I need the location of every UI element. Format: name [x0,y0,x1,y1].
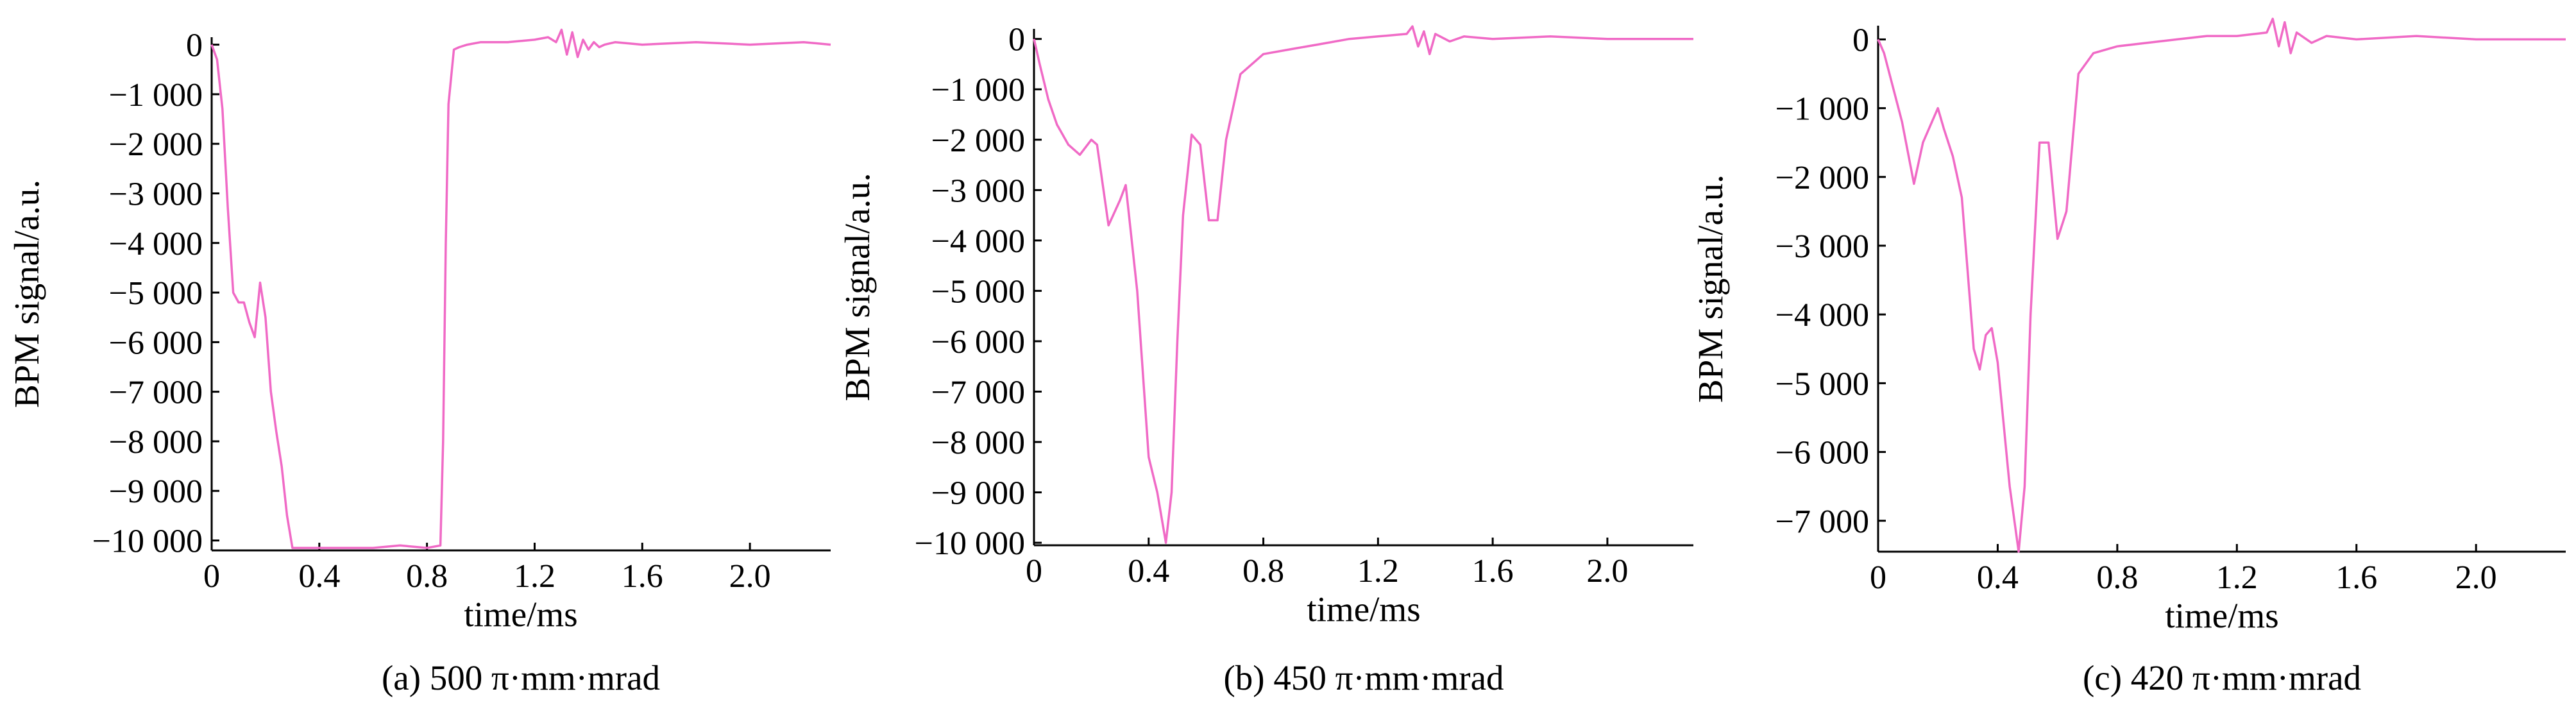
y-tick-label: −4 000 [931,223,1025,260]
y-tick-label: 0 [1008,22,1025,58]
y-tick-label: −5 000 [1775,366,1869,402]
y-tick-label: 0 [1852,22,1869,58]
y-axis-label: BPM signal/a.u. [838,173,877,402]
y-tick-label: −3 000 [1775,228,1869,265]
y-tick-label: −6 000 [1775,435,1869,471]
series-line [1033,25,1693,544]
x-tick-label: 0.8 [406,558,448,595]
y-axis-label: BPM signal/a.u. [1691,174,1730,403]
x-tick-label: 0.4 [1977,559,2019,596]
y-tick-label: 0 [186,28,203,64]
x-axis-label: time/ms [464,595,577,634]
chart-panel-3: 0 −1 000 −2 000 −3 000 −4 000 −5 000 −6 000 −7 … [1691,17,2566,697]
y-tick-label: −4 000 [109,226,203,262]
y-tick-label: −6 000 [109,325,203,361]
x-tick-label: 0.8 [1242,553,1284,590]
chart-panel-2: 0 −1 000 −2 000 −3 000 −4 000 −5 000 −6 000 −7 … [838,22,1693,697]
x-tick-label: 1.2 [2216,559,2258,596]
y-tick-label: −3 000 [109,176,203,212]
y-tick-label: −7 000 [1775,504,1869,540]
panel-caption: (b) 450 π·mm·mrad [1223,658,1504,697]
y-tick-label: −10 000 [915,525,1025,562]
series-line [210,28,831,549]
y-tick-label: −2 000 [931,123,1025,159]
x-tick-label: 0 [1870,559,1886,596]
y-tick-label: −10 000 [92,523,203,560]
x-tick-label: 0.4 [1128,553,1169,590]
x-tick-label: 0 [1026,553,1042,590]
x-tick-label: 1.6 [1472,553,1514,590]
chart-panel-1: 0 −1 000 −2 000 −3 000 −4 000 −5 000 −6 000 −7 … [7,28,831,697]
y-tick-label: −5 000 [931,273,1025,310]
y-axis-label: BPM signal/a.u. [7,180,46,408]
x-tick-label: 1.6 [622,558,663,595]
panel-caption: (c) 420 π·mm·mrad [2083,658,2361,697]
y-tick-label: −6 000 [931,324,1025,361]
y-tick-label: −8 000 [931,425,1025,461]
series-line [1877,17,2566,553]
x-tick-label: 0 [203,558,220,595]
y-tick-label: −7 000 [931,374,1025,411]
y-tick-label: −8 000 [109,424,203,461]
y-tick-label: −2 000 [109,126,203,163]
x-tick-label: 0.8 [2096,559,2138,596]
y-tick-label: −9 000 [931,475,1025,512]
x-tick-label: 2.0 [2455,559,2497,596]
y-tick-label: −3 000 [931,173,1025,209]
y-tick-label: −1 000 [1775,91,1869,128]
panel-caption: (a) 500 π·mm·mrad [382,658,660,697]
y-tick-label: −1 000 [931,72,1025,108]
y-tick-label: −4 000 [1775,297,1869,334]
x-axis-label: time/ms [1307,590,1420,629]
x-tick-label: 1.2 [514,558,555,595]
x-tick-label: 2.0 [1586,553,1628,590]
y-tick-label: −7 000 [109,375,203,411]
y-tick-label: −5 000 [109,275,203,312]
x-tick-label: 1.6 [2335,559,2377,596]
x-tick-label: 1.2 [1357,553,1399,590]
x-tick-label: 2.0 [729,558,771,595]
y-tick-label: −9 000 [109,473,203,510]
x-axis-label: time/ms [2165,596,2278,635]
y-tick-label: −1 000 [109,77,203,114]
y-tick-label: −2 000 [1775,160,1869,196]
x-tick-label: 0.4 [298,558,340,595]
